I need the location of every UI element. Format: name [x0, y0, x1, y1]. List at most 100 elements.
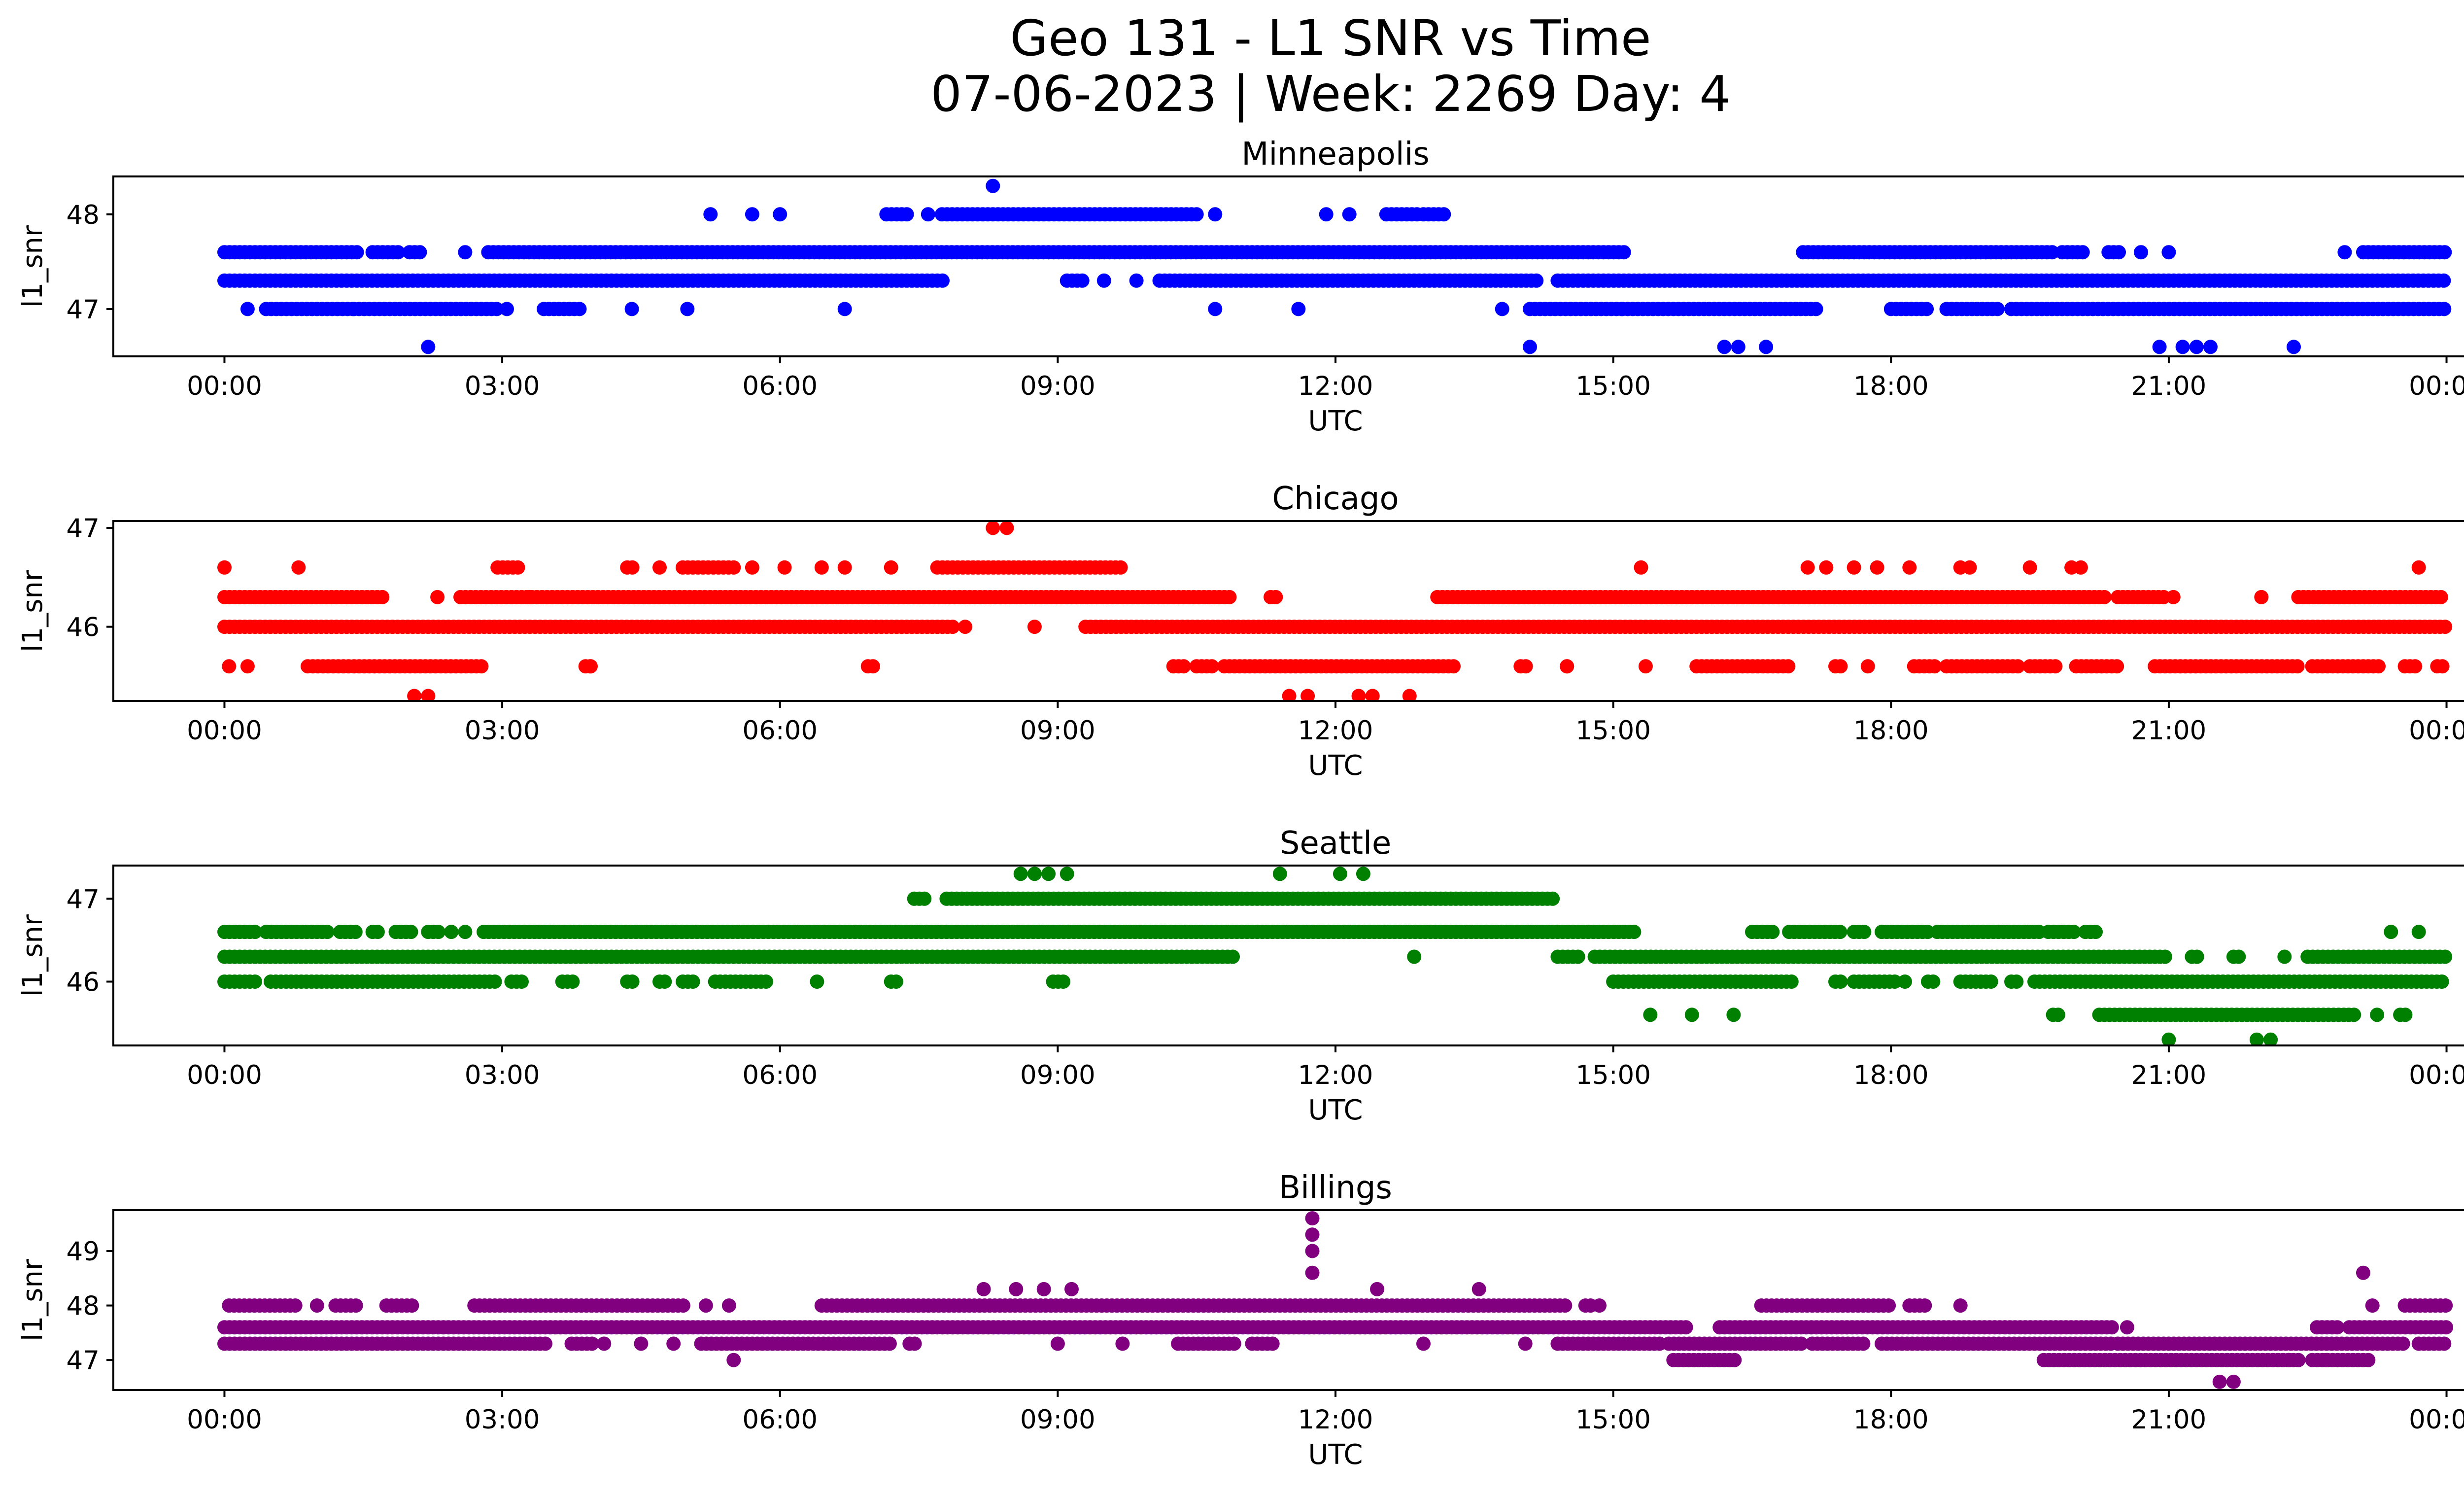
- data-point: [1282, 689, 1297, 701]
- data-point: [1446, 659, 1461, 674]
- data-point: [288, 1298, 303, 1313]
- data-point: [2110, 659, 2124, 674]
- data-point: [2134, 245, 2148, 260]
- data-point: [1731, 340, 1745, 354]
- data-point: [523, 590, 537, 604]
- y-tick-label: 48: [67, 200, 100, 230]
- data-point: [2231, 949, 2246, 964]
- y-tick-label: 48: [67, 1291, 100, 1321]
- data-point: [1571, 949, 1585, 964]
- data-point: [407, 689, 422, 701]
- data-point: [458, 245, 473, 260]
- data-point: [248, 925, 262, 939]
- data-point: [1870, 560, 1884, 575]
- data-point: [1919, 302, 1934, 316]
- data-point: [2254, 590, 2269, 604]
- data-point: [1927, 659, 1942, 674]
- subplot-title: Seattle: [1280, 825, 1392, 862]
- data-point: [625, 560, 640, 575]
- figure-title-line1: Geo 131 - L1 SNR vs Time: [1010, 9, 1651, 67]
- data-point: [1222, 590, 1237, 604]
- data-point: [489, 302, 504, 316]
- data-point: [866, 659, 880, 674]
- data-point: [1272, 867, 1287, 881]
- data-point: [1342, 207, 1357, 222]
- data-point: [703, 207, 718, 222]
- data-point: [1616, 245, 1631, 260]
- x-tick-label: 12:00: [1298, 1060, 1373, 1090]
- data-point: [2226, 1374, 2241, 1389]
- data-point: [2104, 1320, 2119, 1335]
- data-point: [1226, 949, 1240, 964]
- data-point: [430, 590, 445, 604]
- x-tick-label: 09:00: [1020, 371, 1095, 401]
- x-tick-label: 00:00: [2409, 1060, 2464, 1090]
- data-point: [320, 925, 335, 939]
- data-point: [405, 1298, 419, 1313]
- data-point: [1351, 689, 1366, 701]
- data-point: [2290, 659, 2305, 674]
- data-point: [2337, 245, 2352, 260]
- data-point: [1627, 925, 1642, 939]
- data-point: [487, 974, 502, 989]
- data-point: [698, 1298, 713, 1313]
- y-tick-label: 47: [67, 295, 100, 325]
- data-point: [986, 521, 1000, 535]
- data-point: [2396, 1336, 2410, 1351]
- data-point: [1265, 1336, 1280, 1351]
- data-point: [2212, 1374, 2227, 1389]
- data-point: [2282, 1353, 2296, 1367]
- data-point: [597, 1336, 612, 1351]
- data-point: [2438, 949, 2453, 964]
- data-point: [2112, 245, 2126, 260]
- data-point: [685, 974, 700, 989]
- data-point: [2249, 1032, 2264, 1045]
- data-point: [500, 302, 514, 316]
- data-point: [1041, 867, 1056, 881]
- data-point: [2263, 1032, 2278, 1045]
- data-point: [1898, 974, 1912, 989]
- data-point: [1727, 1353, 1742, 1367]
- data-point: [624, 302, 639, 316]
- data-point: [1784, 974, 1799, 989]
- data-point: [2161, 1032, 2176, 1045]
- data-point: [2075, 245, 2090, 260]
- x-tick-label: 06:00: [742, 371, 818, 401]
- data-point: [1634, 560, 1648, 575]
- data-point: [1291, 302, 1306, 316]
- x-tick-label: 15:00: [1575, 1405, 1651, 1435]
- y-axis-label: l1_snr: [17, 1258, 49, 1341]
- data-point: [1305, 1244, 1320, 1258]
- subplot-container: Minneapolis 47 48 00:00 03:00 06:00 09:00 12:00…: [17, 136, 2464, 1471]
- data-point: [1319, 207, 1334, 222]
- data-point: [1416, 1336, 1431, 1351]
- data-point: [1717, 340, 1732, 354]
- data-point: [999, 521, 1014, 535]
- data-point: [1638, 659, 1653, 674]
- x-tick-label: 00:00: [2409, 1405, 2464, 1435]
- data-point: [1800, 560, 1815, 575]
- y-axis-label: l1_snr: [17, 914, 49, 997]
- data-point: [511, 560, 525, 575]
- data-point: [652, 560, 667, 575]
- data-point: [1115, 1336, 1130, 1351]
- data-point: [745, 207, 759, 222]
- data-point: [2161, 245, 2176, 260]
- x-tick-label: 06:00: [742, 1405, 818, 1435]
- data-point: [1075, 273, 1090, 288]
- data-point: [2073, 560, 2088, 575]
- subplot-title: Chicago: [1272, 481, 1399, 517]
- data-point: [907, 1336, 922, 1351]
- data-point: [583, 659, 598, 674]
- data-point: [1208, 207, 1223, 222]
- data-point: [1990, 302, 2005, 316]
- data-point: [514, 974, 529, 989]
- subplot-chicago: Chicago 46 47 00:00 03:00 06:00 09:00 12:00 15:0…: [17, 481, 2464, 782]
- data-point: [1189, 207, 1204, 222]
- data-point: [884, 560, 898, 575]
- data-point: [917, 891, 932, 906]
- data-point: [349, 245, 364, 260]
- scatter-series: [217, 867, 2453, 1045]
- data-point: [2365, 1298, 2380, 1313]
